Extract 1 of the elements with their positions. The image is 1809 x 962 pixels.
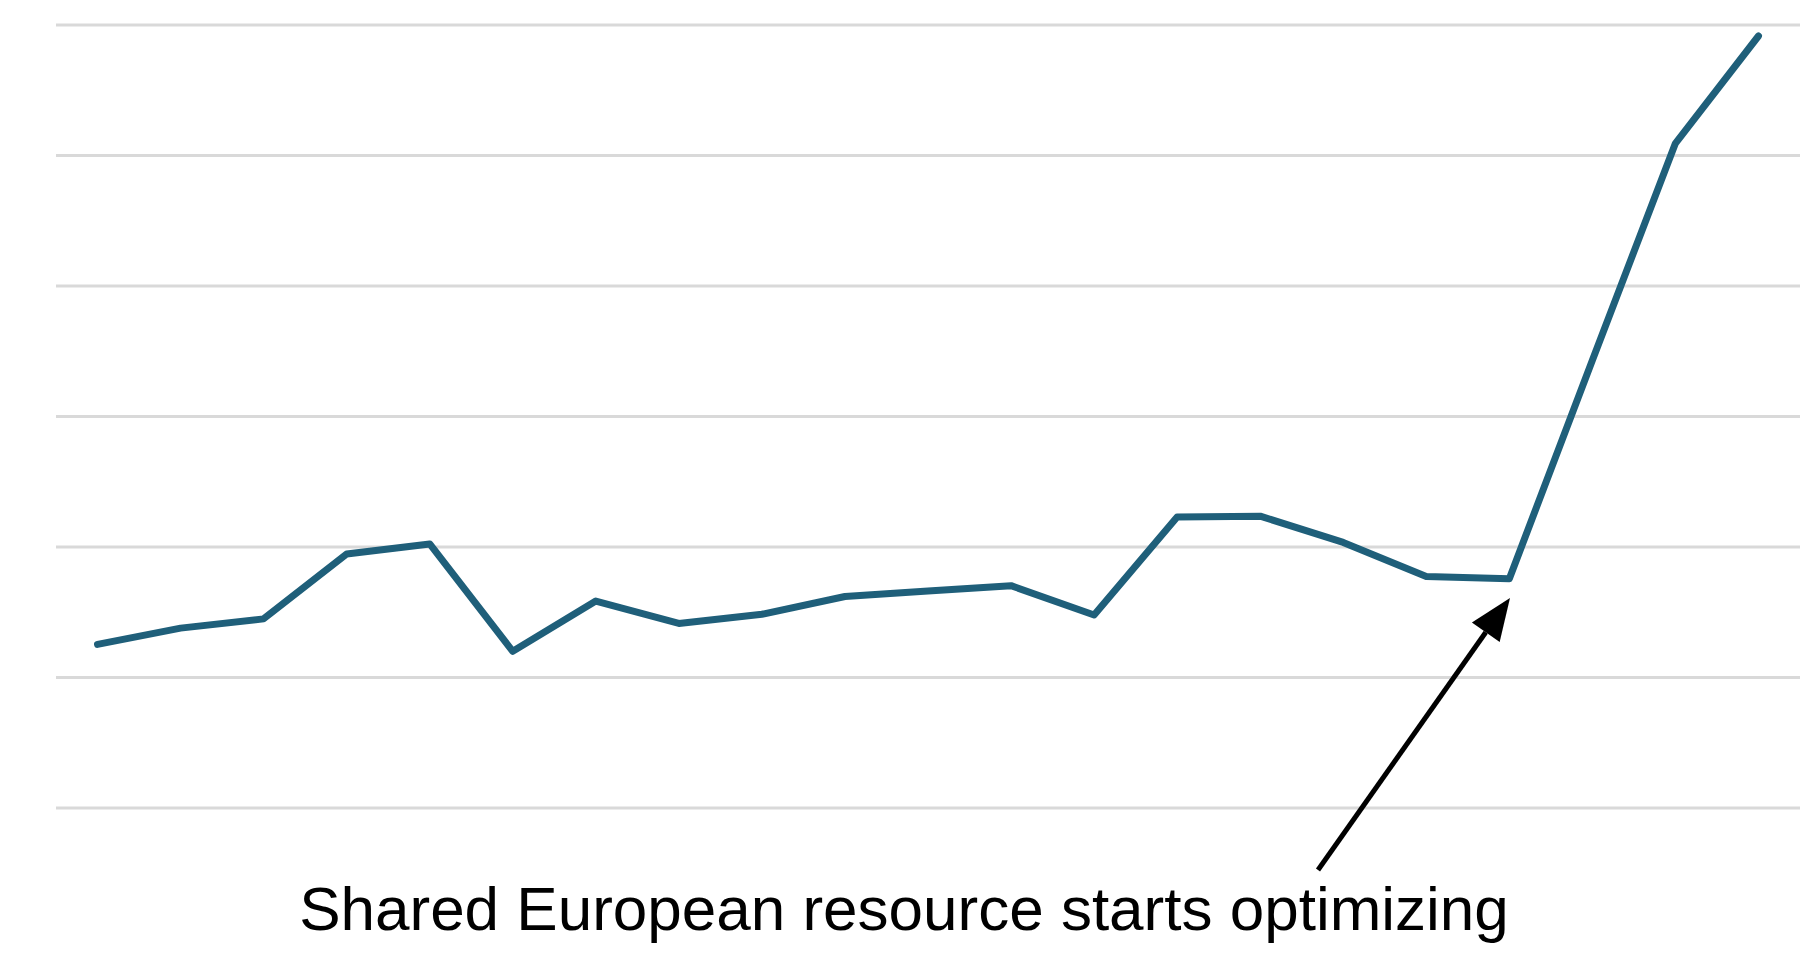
text: Shared European resource starts optimizing bbox=[299, 874, 1509, 943]
